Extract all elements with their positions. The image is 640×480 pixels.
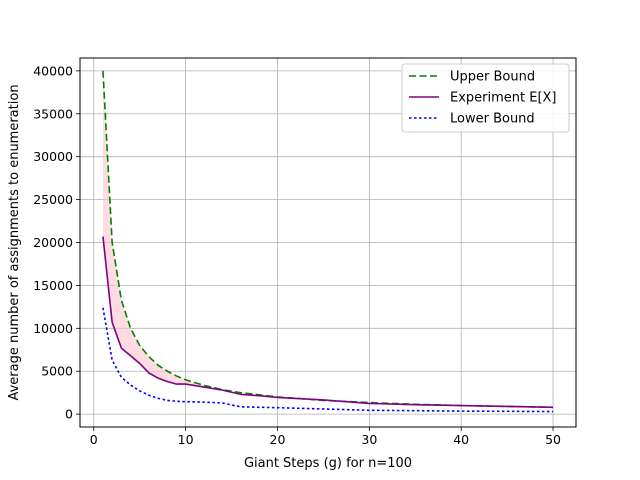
y-axis-label: Average number of assignments to enumera… [7, 84, 22, 400]
series-lines [102, 70, 554, 413]
y-tick-label: 35000 [33, 106, 73, 121]
x-tick-label: 30 [361, 432, 377, 447]
y-tick-label: 30000 [33, 149, 73, 164]
y-tick-label: 20000 [33, 235, 73, 250]
y-tick-label: 0 [65, 407, 73, 422]
legend-label-upper-bound: Upper Bound [450, 70, 535, 85]
y-tick-label: 40000 [33, 63, 73, 78]
x-axis-label: Giant Steps (g) for n=100 [244, 456, 412, 471]
series-line-upper-bound [102, 70, 554, 409]
legend-label-lower-bound: Lower Bound [450, 112, 535, 127]
x-tick-label: 20 [270, 432, 286, 447]
x-tick-label: 50 [545, 432, 561, 447]
legend: Upper Bound Experiment E[X] Lower Bound [401, 63, 570, 133]
series-line-lower-bound [102, 307, 554, 413]
y-tick-label: 15000 [33, 278, 73, 293]
legend-label-experiment-e-x: Experiment E[X] [450, 91, 557, 106]
y-tick-label: 25000 [33, 192, 73, 207]
y-axis-ticks: 0 5000 10000 15000 20000 25000 30000 35000 40000 [33, 63, 80, 422]
legend-box [401, 63, 570, 133]
x-tick-label: 40 [453, 432, 469, 447]
y-tick-label: 10000 [33, 321, 73, 336]
x-tick-label: 10 [178, 432, 194, 447]
x-axis-ticks: 0 10 20 30 40 50 [90, 427, 561, 447]
y-tick-label: 5000 [41, 364, 73, 379]
series-line-experiment-e-x [102, 236, 554, 409]
x-tick-label: 0 [90, 432, 98, 447]
